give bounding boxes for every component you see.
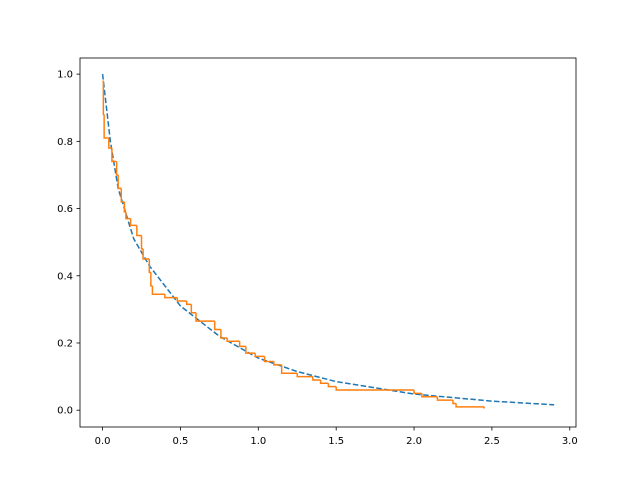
step-segment	[195, 312, 215, 322]
step-segment	[245, 346, 256, 354]
x-tick-label: 3.0	[562, 436, 578, 447]
y-tick-label: 1.0	[57, 70, 73, 81]
step-segment	[111, 148, 117, 163]
x-tick-label: 0.0	[95, 436, 111, 447]
plot-frame	[79, 57, 577, 428]
step-segment	[142, 248, 150, 260]
step-segment	[238, 341, 246, 348]
step-segment	[151, 285, 165, 296]
step-segment	[102, 80, 105, 116]
x-tick-label: 0.5	[172, 436, 188, 447]
step-segment	[421, 393, 438, 398]
step-segment	[312, 376, 321, 381]
step-segment	[327, 383, 337, 388]
x-tick-label: 1.5	[328, 436, 344, 447]
step-segment	[103, 114, 109, 139]
step-segment	[129, 218, 137, 227]
step-segment	[452, 400, 457, 405]
step-segment	[190, 304, 197, 314]
x-tick-label: 1.0	[250, 436, 266, 447]
y-tick-label: 0.2	[57, 338, 73, 349]
step-segment	[117, 174, 122, 190]
step-segment	[136, 225, 142, 237]
step-segment	[263, 356, 274, 363]
step-segment	[296, 373, 313, 378]
step-segment	[108, 137, 112, 149]
x-tick-label: 2.5	[484, 436, 500, 447]
step-segment	[185, 300, 192, 306]
step-segment	[213, 321, 221, 331]
step-segment	[436, 396, 453, 401]
y-tick-label: 0.4	[57, 271, 73, 282]
step-segment	[226, 337, 240, 343]
y-tick-label: 0.6	[57, 204, 73, 215]
step-segment	[120, 188, 125, 203]
step-segment	[164, 294, 178, 299]
step-segment	[413, 390, 422, 395]
step-segment	[273, 361, 282, 366]
step-segment	[455, 403, 485, 408]
step-segment	[220, 329, 228, 339]
step-segment	[335, 386, 415, 391]
step-segment	[125, 211, 131, 220]
y-tick-label: 0.0	[57, 406, 73, 417]
step-segment	[150, 272, 153, 287]
y-tick-label: 0.8	[57, 137, 73, 148]
step-segment	[319, 379, 329, 385]
step-segment	[176, 297, 187, 302]
step-segment	[254, 353, 265, 358]
step-segment	[140, 235, 144, 250]
x-tick-label: 2.0	[406, 436, 422, 447]
step-segment	[280, 364, 298, 374]
step-segment	[123, 201, 126, 213]
